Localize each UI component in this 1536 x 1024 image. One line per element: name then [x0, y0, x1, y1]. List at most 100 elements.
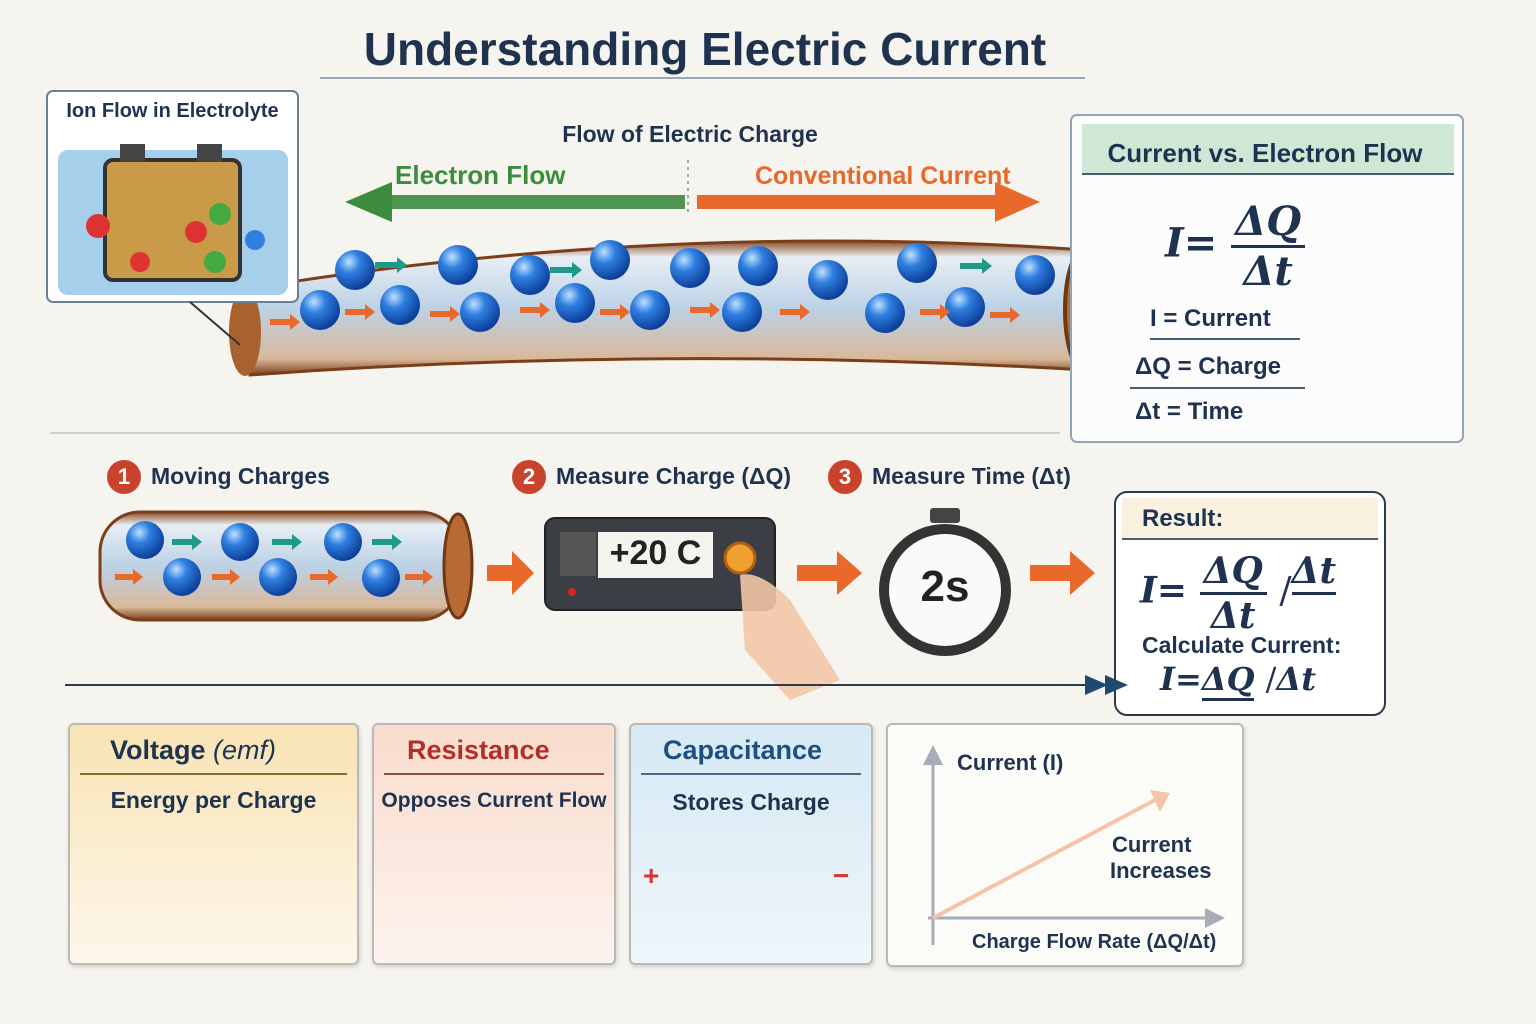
flow-arrow [270, 314, 300, 330]
formula-eq: = [1174, 660, 1202, 698]
flow-arrow [920, 304, 950, 320]
electron-particle [163, 558, 201, 596]
electron-particle [808, 260, 848, 300]
electron-particle [897, 243, 937, 283]
card-graph [886, 723, 1244, 967]
inset-pointer [189, 301, 241, 346]
minus-sign: − [833, 860, 850, 891]
flow-heading: Flow of Electric Charge [562, 121, 818, 147]
step-number-2: 2 [512, 460, 546, 494]
plus-sign: + [643, 860, 660, 891]
conventional-current-label: Conventional Current [755, 162, 1011, 190]
formula-lhs: I [1160, 660, 1175, 698]
definition-box-title: Current vs. Electron Flow [1107, 138, 1423, 168]
electron-particle [438, 245, 478, 285]
step-1: 1 Moving Charges [107, 460, 330, 494]
formula-denominator: Δt [1243, 248, 1293, 295]
meter-display: +20 C [609, 534, 702, 572]
card-title: Capacitance [663, 735, 823, 765]
electron-particle [300, 290, 340, 330]
flow-arrow [690, 302, 720, 318]
electron-particle [126, 521, 164, 559]
electron-particle [738, 246, 778, 286]
electron-particle [324, 523, 362, 561]
electron-particle [221, 523, 259, 561]
formula-denominator: Δt [1210, 595, 1256, 637]
electron-particle [865, 293, 905, 333]
step-2: 2 Measure Charge (ΔQ) [512, 460, 791, 494]
electron-particle [460, 292, 500, 332]
formula-eq: = [1156, 569, 1188, 612]
result-box-frame [1114, 491, 1386, 716]
result-title: Result: [1142, 505, 1224, 532]
result-formula: I= ΔQ Δt /Δt [1140, 550, 1337, 637]
formula-numerator: ΔQ [1231, 198, 1306, 248]
stopwatch-icon [879, 508, 1011, 656]
card-voltage: Voltage (emf) Energy per Charge [68, 723, 359, 965]
flow-arrow [960, 258, 992, 274]
formula-fraction: ΔQ Δt [1231, 198, 1306, 295]
flow-arrow [780, 304, 810, 320]
flow-arrow [172, 534, 202, 550]
flow-arrow [520, 302, 550, 318]
electron-particle [362, 559, 400, 597]
calculate-formula: I=ΔQ /Δt [1160, 660, 1317, 701]
formula-fraction: ΔQ Δt [1199, 550, 1267, 637]
graph-y-label: Current (I) [957, 750, 1064, 775]
charge-meter-device [544, 517, 776, 611]
flow-arrow [550, 262, 582, 278]
card-title-suffix: (emf) [213, 735, 277, 765]
electron-particle [259, 558, 297, 596]
definition-time: Δt = Time [1135, 398, 1244, 425]
flow-arrow [115, 569, 143, 585]
electron-particle [670, 248, 710, 288]
process-arrow-2 [797, 551, 862, 595]
calculate-label: Calculate Current: [1142, 632, 1342, 658]
definition-box-frame [1070, 114, 1464, 443]
flow-arrow [372, 534, 402, 550]
definition-formula: I= ΔQ Δt [1165, 198, 1306, 295]
flow-arrow [430, 306, 460, 322]
flow-arrow [212, 569, 240, 585]
card-subtitle: Opposes Current Flow [381, 789, 607, 812]
card-capacitance: Capacitance Stores Charge + − [629, 723, 873, 965]
stopwatch-display: 2s [920, 562, 970, 611]
definition-charge: ΔQ = Charge [1135, 353, 1281, 380]
electron-particle [335, 250, 375, 290]
graph-annotation-1: Current [1112, 832, 1192, 857]
flow-arrow [990, 307, 1020, 323]
flow-arrow [600, 304, 630, 320]
graph-x-label: Charge Flow Rate (ΔQ/Δt) [972, 931, 1217, 953]
formula-eq: = [1183, 219, 1218, 267]
battery-in-electrolyte-icon [58, 144, 288, 295]
formula-numerator: ΔQ [1201, 660, 1255, 701]
electron-flow-label: Electron Flow [395, 160, 566, 190]
step-number-1: 1 [107, 460, 141, 494]
flow-arrow [272, 534, 302, 550]
step-label: Moving Charges [151, 463, 330, 489]
step-label: Measure Time (Δt) [872, 463, 1071, 489]
card-subtitle: Stores Charge [672, 789, 830, 815]
step-label: Measure Charge (ΔQ) [556, 463, 792, 489]
graph-annotation-2: Increases [1110, 858, 1212, 883]
flow-arrow [345, 304, 375, 320]
flow-arrow [405, 569, 433, 585]
formula-tail: Δt [1276, 660, 1317, 698]
page-title: Understanding Electric Current [363, 23, 1047, 75]
formula-lhs: I [1140, 569, 1157, 612]
flow-arrow [375, 257, 407, 273]
card-subtitle: Energy per Charge [110, 787, 317, 813]
electron-particle [1015, 255, 1055, 295]
electron-flow-arrow [345, 182, 685, 222]
electron-particle [722, 292, 762, 332]
conventional-current-arrow [697, 182, 1040, 222]
electron-particle [630, 290, 670, 330]
process-arrow-1 [487, 551, 534, 595]
electron-particle [380, 285, 420, 325]
small-charge-particles [115, 521, 433, 597]
inset-label: Ion Flow in Electrolyte [66, 100, 279, 122]
electron-particle [945, 287, 985, 327]
formula-numerator: ΔQ [1199, 550, 1267, 595]
flow-arrow [310, 569, 338, 585]
electron-particle [555, 283, 595, 323]
